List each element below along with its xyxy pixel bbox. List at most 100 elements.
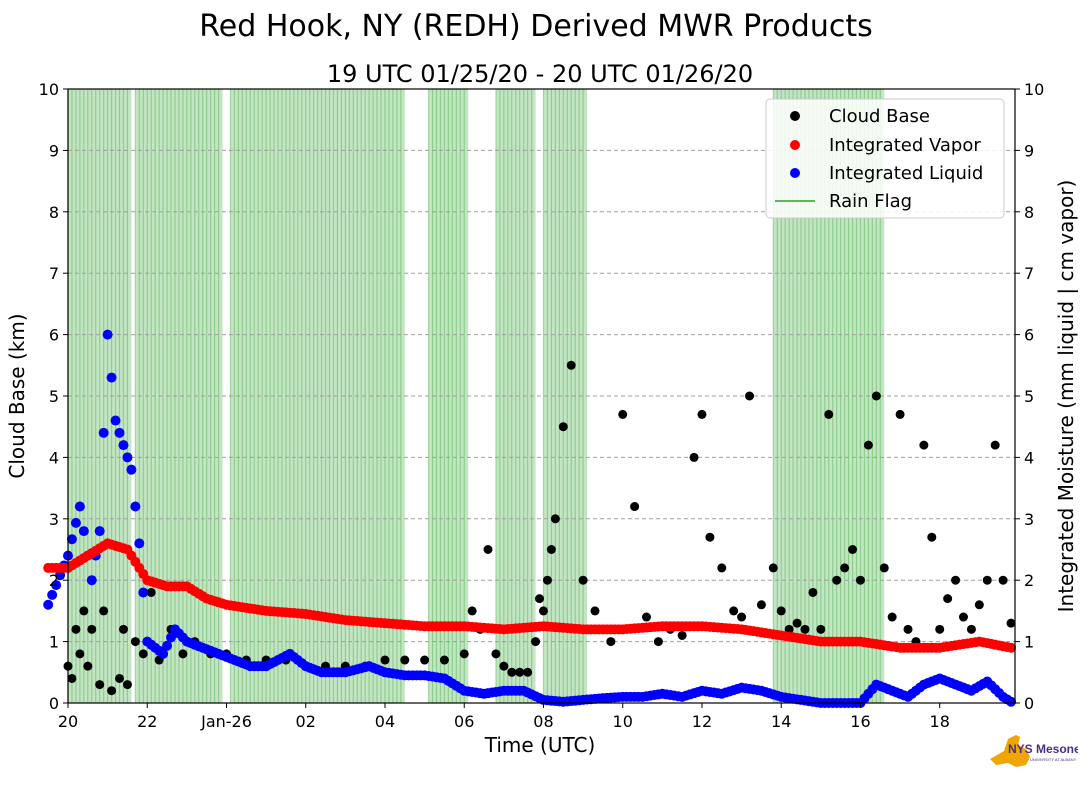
x-axis-label: Time (UTC) [484, 733, 596, 757]
cloud-base-point [943, 594, 953, 604]
cloud-base-point [122, 680, 132, 690]
cloud-base-point [459, 649, 469, 659]
x-tick-label: 18 [930, 712, 950, 731]
legend-label-liquid: Integrated Liquid [829, 163, 983, 184]
y-tick-label: 6 [1024, 326, 1034, 345]
cloud-base-point [79, 606, 89, 616]
y-tick-label: 5 [1024, 387, 1034, 406]
x-tick-label: Jan-26 [200, 712, 252, 731]
integrated-liquid-point [47, 589, 58, 600]
cloud-base-point [531, 637, 541, 647]
integrated-liquid-point [1006, 696, 1017, 707]
y-tick-label: 5 [49, 387, 59, 406]
integrated-liquid-point [70, 517, 81, 528]
cloud-base-point [146, 587, 156, 597]
y-tick-label: 0 [49, 694, 59, 713]
integrated-liquid-point [55, 570, 66, 581]
cloud-base-point [705, 532, 715, 542]
y-tick-label: 1 [1024, 633, 1034, 652]
integrated-liquid-point [43, 599, 54, 610]
cloud-base-point [887, 612, 897, 622]
legend: Cloud Base Integrated Vapor Integrated L… [765, 98, 1005, 219]
cloud-base-point [808, 587, 818, 597]
integrated-liquid-point [78, 526, 89, 537]
cloud-base-point [737, 612, 747, 622]
integrated-liquid-point [166, 632, 177, 643]
y-tick-label: 10 [39, 80, 59, 99]
cloud-base-point [717, 563, 727, 573]
cloud-base-point [380, 655, 390, 665]
cloud-base-point [630, 502, 640, 512]
x-tick-label: 04 [375, 712, 395, 731]
cloud-base-point [848, 545, 858, 554]
cloud-base-point [467, 606, 477, 616]
x-tick-label: 08 [533, 712, 553, 731]
cloud-base-point [523, 667, 533, 677]
x-tick-label: 10 [613, 712, 633, 731]
cloud-base-point [895, 409, 905, 419]
cloud-base-point [99, 606, 109, 616]
cloud-base-point [483, 545, 493, 554]
integrated-liquid-point [106, 372, 117, 383]
integrated-liquid-point [134, 538, 145, 549]
x-tick-label: 12 [692, 712, 712, 731]
legend-label-rain: Rain Flag [829, 191, 912, 212]
cloud-base-point [606, 637, 616, 647]
y-tick-label: 7 [49, 264, 59, 283]
y-tick-label: 7 [1024, 264, 1034, 283]
legend-marker-liquid [790, 168, 800, 178]
logo-subtext: UNIVERSITY AT ALBANY [1030, 757, 1077, 762]
ny-state-shape-icon [990, 735, 1030, 767]
integrated-liquid-point [114, 427, 125, 438]
y-tick-label: 8 [49, 203, 59, 222]
y-tick-label: 4 [1024, 448, 1034, 467]
cloud-base-point [542, 575, 552, 585]
cloud-base-point [697, 409, 707, 419]
integrated-liquid-point [94, 526, 105, 537]
cloud-base-point [903, 624, 913, 634]
cloud-base-point [538, 606, 548, 616]
cloud-base-point [499, 661, 509, 671]
integrated-liquid-point [162, 640, 173, 651]
series-layer [43, 329, 1017, 708]
cloud-base-point [745, 391, 755, 401]
y-axis-right-label: Integrated Moisture (mm liquid | cm vapo… [1054, 180, 1078, 613]
cloud-base-point [118, 624, 128, 634]
legend-label-cloud-base: Cloud Base [829, 106, 930, 127]
integrated-liquid-point [51, 580, 62, 591]
cloud-base-point [935, 624, 945, 634]
y-tick-label: 4 [49, 448, 59, 467]
nys-mesonet-logo: NYS Mesonet UNIVERSITY AT ALBANY [986, 731, 1085, 771]
y-tick-label: 10 [1024, 80, 1044, 99]
cloud-base-point [855, 575, 865, 585]
cloud-base-point [824, 409, 834, 419]
cloud-base-point [550, 514, 560, 524]
y-tick-label: 0 [1024, 694, 1034, 713]
cloud-base-point [653, 637, 663, 647]
cloud-base-point [83, 661, 93, 671]
cloud-base-point [919, 440, 929, 450]
cloud-base-point [67, 673, 77, 683]
cloud-base-point [439, 655, 449, 665]
cloud-base-point [776, 606, 786, 616]
y-axis-right: 0 1 2 3 4 5 6 7 8 9 10 [1015, 80, 1044, 713]
cloud-base-point [768, 563, 778, 573]
cloud-base-point [1006, 618, 1016, 628]
y-tick-label: 9 [1024, 141, 1034, 160]
integrated-liquid-point [118, 440, 129, 451]
x-tick-label: 06 [454, 712, 474, 731]
integrated-vapor-point [1006, 642, 1017, 653]
chart-title: Red Hook, NY (REDH) Derived MWR Products [199, 9, 872, 44]
grid [68, 149, 1015, 643]
cloud-base-point [75, 649, 85, 659]
y-tick-label: 6 [49, 326, 59, 345]
integrated-liquid-point [110, 415, 121, 426]
cloud-base-point [71, 624, 81, 634]
cloud-base-point [871, 391, 881, 401]
cloud-base-point [982, 575, 992, 585]
x-tick-label: 20 [58, 712, 78, 731]
cloud-base-point [800, 624, 810, 634]
y-tick-label: 2 [1024, 571, 1034, 590]
integrated-liquid-point [86, 575, 97, 586]
